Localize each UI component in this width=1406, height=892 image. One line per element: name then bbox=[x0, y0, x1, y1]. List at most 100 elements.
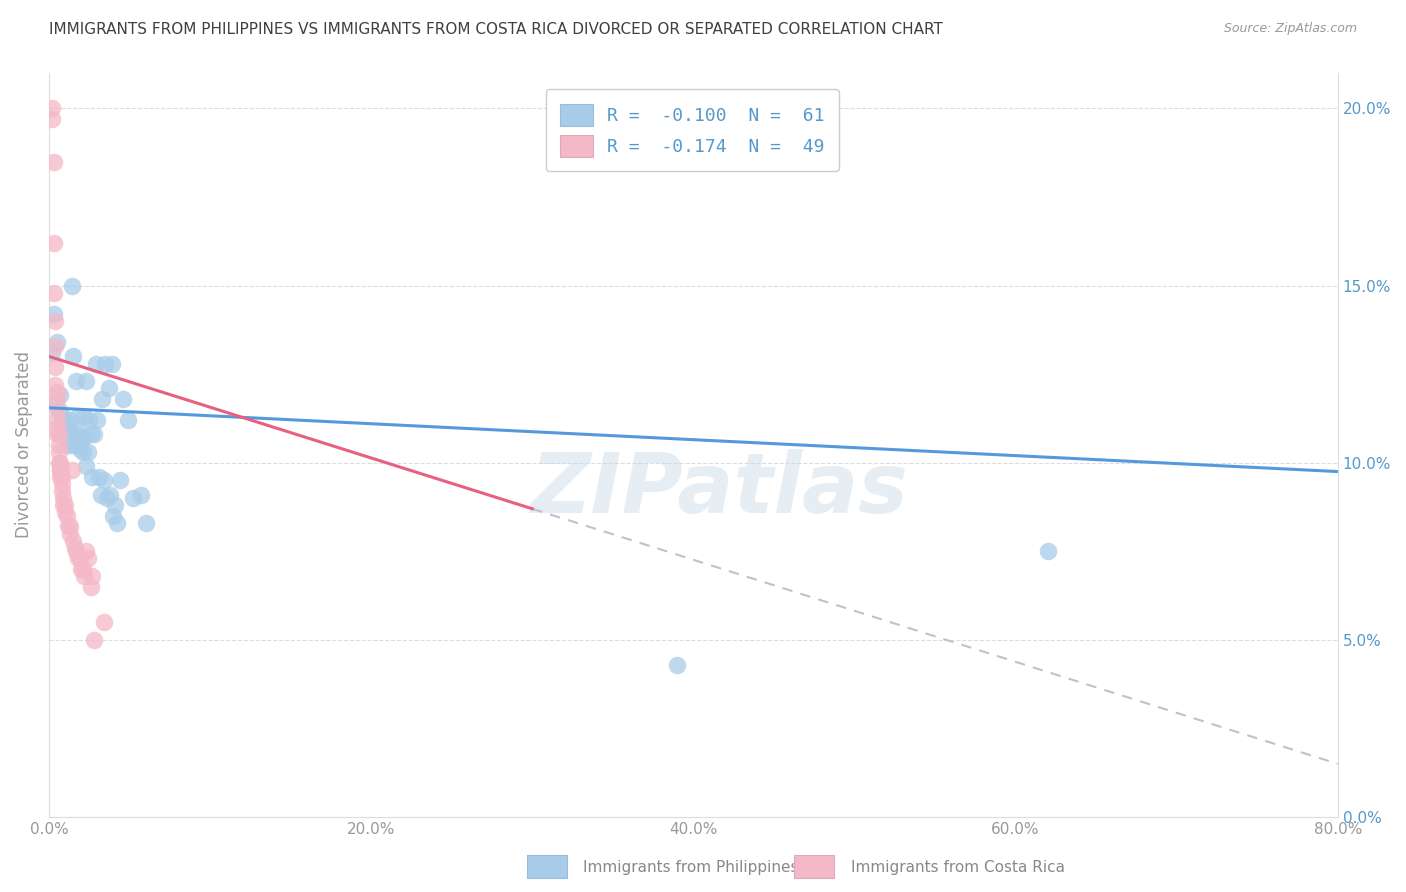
Point bbox=[48, 402, 70, 417]
Point bbox=[42, 307, 65, 321]
Point bbox=[62, 350, 84, 364]
Point bbox=[70, 434, 93, 449]
Text: IMMIGRANTS FROM PHILIPPINES VS IMMIGRANTS FROM COSTA RICA DIVORCED OR SEPARATED : IMMIGRANTS FROM PHILIPPINES VS IMMIGRANT… bbox=[49, 22, 943, 37]
Point bbox=[65, 374, 87, 388]
Point bbox=[66, 409, 89, 424]
Point bbox=[51, 477, 73, 491]
Point bbox=[52, 409, 75, 424]
Point bbox=[84, 357, 107, 371]
Point bbox=[96, 491, 118, 505]
Point bbox=[58, 431, 80, 445]
Point bbox=[98, 487, 121, 501]
Point bbox=[83, 427, 105, 442]
Point bbox=[69, 442, 91, 456]
Point bbox=[44, 395, 66, 409]
Point bbox=[55, 417, 77, 431]
Point bbox=[135, 516, 157, 530]
Point bbox=[666, 657, 689, 672]
Point bbox=[83, 632, 105, 647]
Legend: R =  -0.100  N =  61, R =  -0.174  N =  49: R = -0.100 N = 61, R = -0.174 N = 49 bbox=[546, 89, 839, 171]
Point bbox=[53, 498, 76, 512]
Text: Immigrants from Philippines: Immigrants from Philippines bbox=[583, 860, 799, 874]
Point bbox=[41, 102, 63, 116]
Point bbox=[49, 463, 72, 477]
Point bbox=[91, 392, 114, 406]
Point bbox=[59, 519, 82, 533]
Point bbox=[41, 346, 63, 360]
Point bbox=[117, 413, 139, 427]
Point bbox=[55, 438, 77, 452]
Point bbox=[42, 285, 65, 300]
Point bbox=[46, 335, 69, 350]
Point bbox=[51, 413, 73, 427]
Point bbox=[73, 409, 96, 424]
Point bbox=[48, 445, 70, 459]
Point bbox=[52, 420, 75, 434]
Point bbox=[70, 562, 93, 576]
Point bbox=[105, 516, 128, 530]
Point bbox=[44, 377, 66, 392]
Point bbox=[53, 431, 76, 445]
Point bbox=[77, 413, 100, 427]
Point bbox=[69, 551, 91, 566]
Point bbox=[62, 533, 84, 548]
Point bbox=[44, 359, 66, 374]
Text: Immigrants from Costa Rica: Immigrants from Costa Rica bbox=[851, 860, 1064, 874]
Point bbox=[76, 445, 98, 459]
Point bbox=[41, 112, 63, 126]
Point bbox=[51, 470, 73, 484]
Point bbox=[72, 431, 94, 445]
Point bbox=[44, 314, 66, 328]
Point bbox=[46, 420, 69, 434]
Point bbox=[66, 551, 89, 566]
Point bbox=[86, 413, 108, 427]
Point bbox=[58, 424, 80, 438]
Point bbox=[63, 541, 86, 555]
Point bbox=[97, 381, 120, 395]
Point bbox=[46, 384, 69, 399]
Point bbox=[55, 508, 77, 523]
Point bbox=[49, 470, 72, 484]
Point bbox=[75, 459, 97, 474]
Point bbox=[75, 374, 97, 388]
Point bbox=[49, 463, 72, 477]
Point bbox=[52, 491, 75, 505]
Point bbox=[89, 487, 111, 501]
Point bbox=[53, 505, 76, 519]
Point bbox=[65, 544, 87, 558]
Point bbox=[44, 339, 66, 353]
Point bbox=[65, 427, 87, 442]
Point bbox=[101, 357, 124, 371]
Point bbox=[72, 445, 94, 459]
Point bbox=[48, 427, 70, 442]
Point bbox=[82, 569, 104, 583]
Point bbox=[59, 413, 82, 427]
Point bbox=[104, 498, 127, 512]
Point bbox=[46, 413, 69, 427]
Point bbox=[72, 562, 94, 576]
Point bbox=[59, 526, 82, 541]
Text: ZIPatlas: ZIPatlas bbox=[530, 450, 908, 530]
Point bbox=[49, 427, 72, 442]
Point bbox=[52, 498, 75, 512]
Point bbox=[42, 154, 65, 169]
Point bbox=[51, 484, 73, 499]
Point bbox=[60, 278, 83, 293]
Point bbox=[46, 392, 69, 406]
Point bbox=[51, 427, 73, 442]
Point bbox=[94, 357, 117, 371]
Point bbox=[55, 427, 77, 442]
Point bbox=[87, 470, 110, 484]
Point bbox=[108, 474, 131, 488]
Point bbox=[93, 474, 115, 488]
Point bbox=[93, 615, 115, 629]
Point bbox=[46, 402, 69, 417]
Point bbox=[42, 235, 65, 250]
Point bbox=[82, 470, 104, 484]
Point bbox=[49, 388, 72, 402]
Point bbox=[69, 427, 91, 442]
Point bbox=[60, 463, 83, 477]
Point bbox=[76, 551, 98, 566]
Point bbox=[59, 438, 82, 452]
Point bbox=[73, 569, 96, 583]
